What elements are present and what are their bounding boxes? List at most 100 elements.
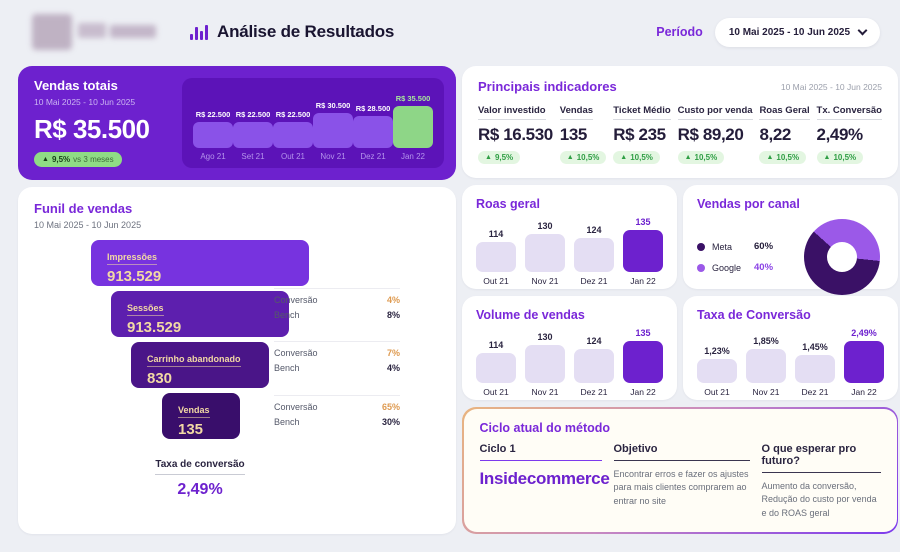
volume-panel: Volume de vendas 114 Out 21 130 Nov 21 124… (462, 296, 677, 400)
meta-dot-icon (697, 242, 705, 251)
chart-bar: 114 Out 21 (476, 229, 516, 286)
chart-bar-highlight: 135 Jan 22 (623, 217, 663, 286)
left-column: Vendas totais 10 Mai 2025 - 10 Jun 2025 … (18, 66, 456, 534)
indicadores-period: 10 Mai 2025 - 10 Jun 2025 (780, 81, 882, 92)
chart-bar: 124 Dez 21 (574, 225, 614, 286)
ciclo-futuro: O que esperar pro futuro? Aumento da con… (761, 443, 881, 521)
delta-badge: ▲ 10,5% (759, 151, 807, 164)
right-column: Principais indicadores 10 Mai 2025 - 10 … (462, 66, 898, 534)
funil-subtitle: 10 Mai 2025 - 10 Jun 2025 (34, 220, 142, 230)
conversion-group: Conversão 65% Bench 30% (274, 395, 400, 432)
arrow-up-icon: ▲ (823, 154, 831, 161)
conversion-group: Conversão 7% Bench 4% (274, 341, 400, 378)
chart-bar-highlight: R$ 35.500 Jan 22 (393, 94, 433, 161)
bar (193, 122, 233, 148)
chart-bar: R$ 30.500 Nov 21 (313, 101, 353, 161)
kpi: Valor investido R$ 16.530 ▲ 9,5% (478, 105, 553, 164)
ciclo-name: Insidecommerce (479, 468, 610, 488)
funil-panel: Funil de vendas 10 Mai 2025 - 10 Jun 202… (18, 187, 456, 534)
ciclo-objetivo: Objetivo Encontrar erros e fazer os ajus… (613, 443, 750, 521)
roas-chart: 114 Out 21 130 Nov 21 124 Dez 21 135 Jan 22 (476, 217, 663, 286)
kpi: Custo por venda R$ 89,20 ▲ 10,5% (677, 105, 753, 164)
chart-bar: 130 Nov 21 (525, 332, 565, 397)
futuro-label: O que esperar pro futuro? (761, 443, 881, 473)
arrow-up-icon: ▲ (485, 154, 492, 161)
period-group: Período 10 Mai 2025 - 10 Jun 2025 (656, 17, 880, 47)
indicadores-panel: Principais indicadores 10 Mai 2025 - 10 … (462, 66, 898, 178)
legend-item-google: Google 40% (697, 262, 804, 273)
objetivo-text: Encontrar erros e fazer os ajustes para … (613, 468, 749, 506)
arrow-up-icon: ▲ (566, 154, 574, 161)
vendas-totais-value: R$ 35.500 (34, 114, 150, 144)
chart-bar: 130 Nov 21 (525, 221, 565, 286)
volume-chart: 114 Out 21 130 Nov 21 124 Dez 21 135 Jan 22 (476, 328, 663, 397)
taxa-chart: 1,23% Out 21 1,85% Nov 21 1,45% Dez 21 2,49… (697, 328, 884, 397)
volume-title: Volume de vendas (476, 308, 585, 322)
chevron-down-icon (857, 25, 868, 36)
vendas-totais-subtitle: 10 Mai 2025 - 10 Jun 2025 (34, 97, 136, 107)
legend-item-meta: Meta 60% (697, 241, 804, 252)
period-value: 10 Mai 2025 - 10 Jun 2025 (728, 26, 850, 38)
indicadores-title: Principais indicadores (478, 79, 617, 94)
delta-badge: ▲ 10,5% (677, 151, 725, 164)
vendas-totais-card: Vendas totais 10 Mai 2025 - 10 Jun 2025 … (18, 66, 456, 180)
header: Análise de Resultados Período 10 Mai 202… (0, 0, 900, 64)
chart-bar: R$ 22.500 Out 21 (273, 110, 313, 161)
funnel-chart: Impressões 913.529 Sessões 913.529 Carri… (34, 240, 440, 508)
bar (353, 116, 393, 148)
kpi: Vendas 135 ▲ 10,5% (559, 105, 607, 164)
funnel-stage: Sessões 913.529 (111, 291, 289, 337)
roas-panel: Roas geral 114 Out 21 130 Nov 21 124 Dez 21… (462, 185, 677, 289)
chart-bar: 114 Out 21 (476, 340, 516, 397)
period-selector[interactable]: 10 Mai 2025 - 10 Jun 2025 (714, 17, 880, 47)
logo-blurred (18, 14, 156, 50)
arrow-up-icon: ▲ (766, 154, 774, 161)
arrow-up-icon: ▲ (42, 156, 49, 163)
chart-bar: 1,23% Out 21 (697, 346, 737, 397)
chart-bar: 1,45% Dez 21 (795, 342, 835, 397)
canal-title: Vendas por canal (697, 197, 800, 211)
vendas-totais-info: Vendas totais 10 Mai 2025 - 10 Jun 2025 … (34, 78, 176, 168)
chart-bar: R$ 28.500 Dez 21 (353, 104, 393, 161)
indicadores-row: Valor investido R$ 16.530 ▲ 9,5% Vendas 1… (478, 105, 882, 164)
chart-bar-highlight: 2,49% Jan 22 (844, 328, 884, 397)
ciclo-title: Ciclo atual do método (479, 420, 611, 435)
page-title: Análise de Resultados (217, 22, 395, 41)
taxa-title: Taxa de Conversão (697, 308, 811, 322)
google-dot-icon (697, 263, 705, 272)
ciclo-panel: Ciclo atual do método Ciclo 1 Insidecomm… (462, 407, 898, 534)
delta-badge: ▲ 10,5% (613, 151, 660, 164)
taxa-conversao-summary: Taxa de conversão 2,49% (155, 459, 245, 498)
period-label: Período (656, 25, 703, 39)
chart-bar: 124 Dez 21 (574, 336, 614, 397)
chart-bar: 1,85% Nov 21 (746, 336, 786, 397)
vendas-totais-title: Vendas totais (34, 78, 118, 93)
kpi: Roas Geral 8,22 ▲ 10,5% (759, 105, 810, 164)
chart-bar-highlight: 135 Jan 22 (623, 328, 663, 397)
kpi: Tx. Conversão 2,49% ▲ 10,5% (816, 105, 882, 164)
objetivo-label: Objetivo (613, 443, 750, 461)
ciclo-label: Ciclo 1 (479, 443, 602, 461)
vendas-por-canal-panel: Vendas por canal Meta 60% Google 40% (683, 185, 898, 295)
ciclo-current: Ciclo 1 Insidecommerce (479, 443, 610, 521)
chart-bar: R$ 22.500 Ago 21 (193, 110, 233, 161)
bar-chart-icon (190, 24, 208, 40)
roas-title: Roas geral (476, 197, 540, 211)
funnel-stage: Vendas 135 (162, 393, 240, 439)
delta-badge: ▲ 9,5% (478, 151, 521, 164)
delta-badge: ▲ 10,5% (816, 151, 864, 164)
taxa-conversao-panel: Taxa de Conversão 1,23% Out 21 1,85% Nov 2… (683, 296, 898, 400)
bar (393, 106, 433, 148)
funnel-stage: Impressões 913.529 (91, 240, 309, 286)
futuro-text: Aumento da conversão, Redução do custo p… (761, 480, 877, 518)
main-content: Vendas totais 10 Mai 2025 - 10 Jun 2025 … (0, 64, 900, 534)
delta-badge: ▲ 10,5% (559, 151, 607, 164)
arrow-up-icon: ▲ (620, 154, 628, 161)
kpi: Ticket Médio R$ 235 ▲ 10,5% (613, 105, 671, 164)
donut-chart (804, 219, 880, 295)
conversion-group: Conversão 4% Bench 8% (274, 288, 400, 325)
bar (313, 113, 353, 148)
bar (233, 122, 273, 148)
funnel-stage: Carrinho abandonado 830 (131, 342, 269, 388)
chart-bar: R$ 22.500 Set 21 (233, 110, 273, 161)
